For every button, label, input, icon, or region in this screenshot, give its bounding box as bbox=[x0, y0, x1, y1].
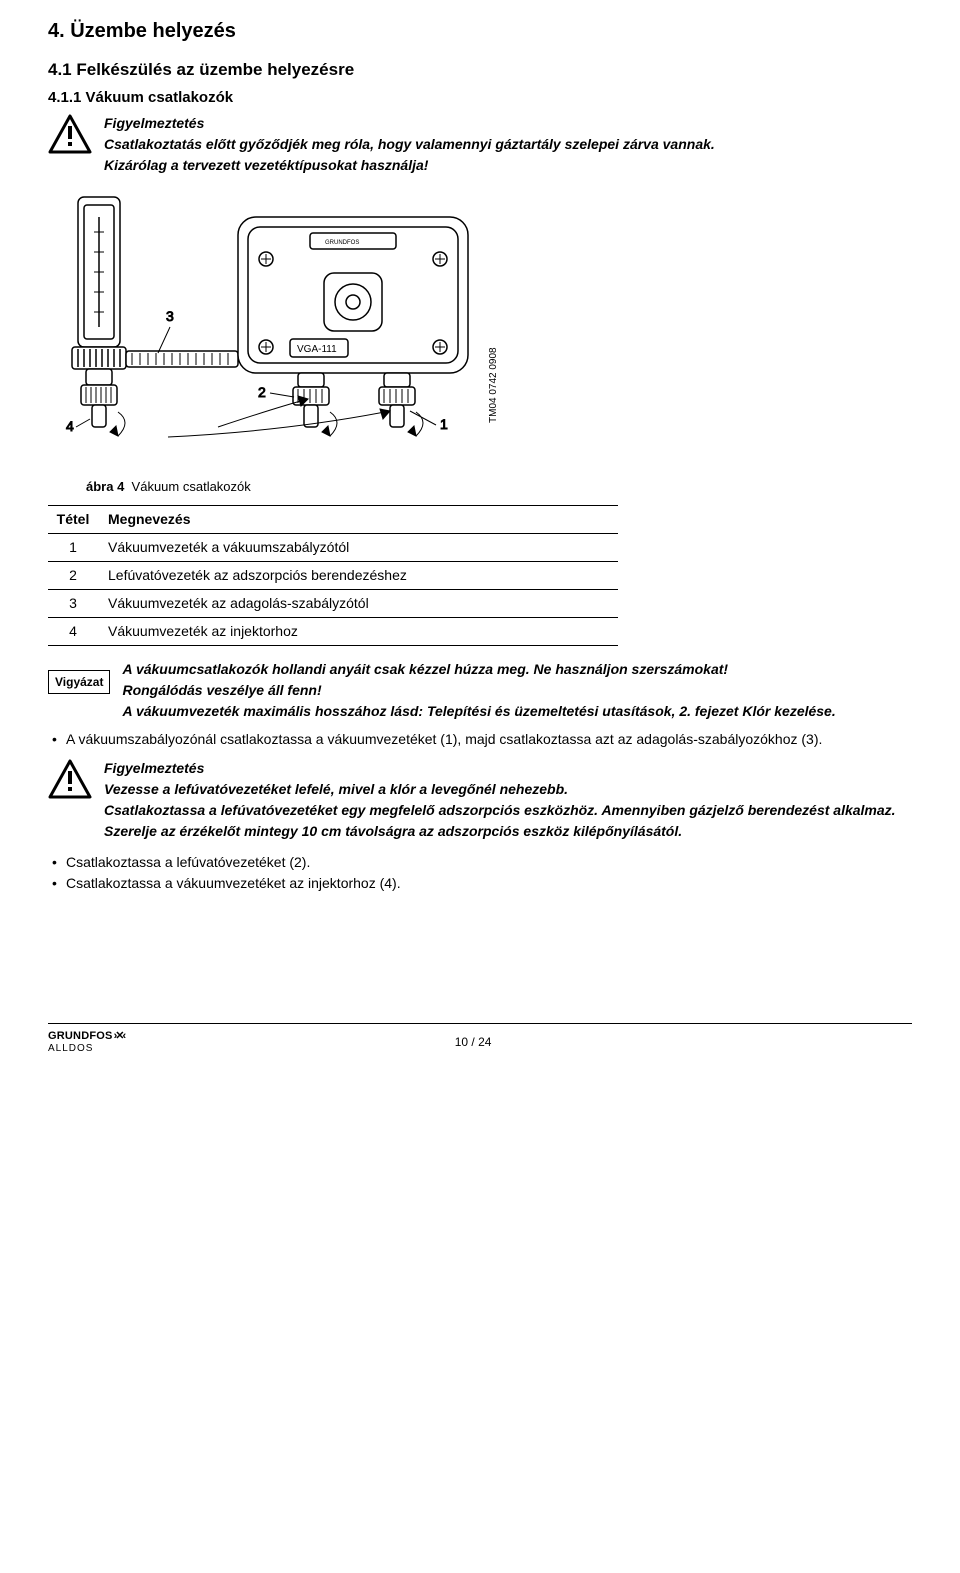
diagram-code: TM04 0742 0908 bbox=[488, 347, 499, 423]
bullet-list: Csatlakoztassa a lefúvatóvezetéket (2). … bbox=[48, 853, 912, 893]
bullet-list: A vákuumszabályozónál csatlakoztassa a v… bbox=[48, 730, 912, 749]
page-number: 10 / 24 bbox=[455, 1034, 492, 1050]
table-row: 3Vákuumvezeték az adagolás-szabályzótól bbox=[48, 589, 618, 617]
warning-icon bbox=[48, 114, 92, 154]
device-label: VGA-111 bbox=[297, 344, 337, 355]
caution-line: Rongálódás veszélye áll fenn! bbox=[122, 681, 835, 700]
caption-text: Vákuum csatlakozók bbox=[132, 479, 251, 494]
svg-text:GRUNDFOS: GRUNDFOS bbox=[325, 240, 359, 246]
caution-label: Vigyázat bbox=[48, 670, 110, 694]
diagram-figure: 3 4 2 1 VGA-111 GRUNDFOS bbox=[48, 187, 912, 472]
warning-title: Figyelmeztetés bbox=[104, 759, 896, 778]
separator bbox=[48, 1023, 912, 1024]
caution-block: Vigyázat A vákuumcsatlakozók hollandi an… bbox=[48, 660, 912, 723]
footer-logo: GRUNDFOS ›✕‹ ALLDOS bbox=[48, 1030, 124, 1054]
brand-name: GRUNDFOS bbox=[48, 1030, 113, 1042]
cell: Vákuumvezeték az injektorhoz bbox=[104, 617, 618, 645]
warning-icon bbox=[48, 759, 92, 799]
cell: 1 bbox=[48, 534, 104, 562]
parts-table: Tétel Megnevezés 1Vákuumvezeték a vákuum… bbox=[48, 505, 618, 645]
caution-line: A vákuumvezeték maximális hosszához lásd… bbox=[122, 702, 835, 721]
callout-3: 3 bbox=[166, 308, 174, 324]
cell: 4 bbox=[48, 617, 104, 645]
table-row: 2Lefúvatóvezeték az adszorpciós berendez… bbox=[48, 562, 618, 590]
table-head: Megnevezés bbox=[104, 506, 618, 534]
table-row: 4Vákuumvezeték az injektorhoz bbox=[48, 617, 618, 645]
warning-line: Csatlakoztassa a lefúvatóvezetéket egy m… bbox=[104, 801, 896, 820]
caption-prefix: ábra 4 bbox=[86, 479, 124, 494]
brand-sub: ALLDOS bbox=[48, 1043, 93, 1054]
cell: 2 bbox=[48, 562, 104, 590]
heading-section: 4. Üzembe helyezés bbox=[48, 18, 912, 45]
warning-line: Kizárólag a tervezett vezetéktípusokat h… bbox=[104, 156, 715, 175]
figure-caption: ábra 4 Vákuum csatlakozók bbox=[86, 478, 912, 496]
table-head: Tétel bbox=[48, 506, 104, 534]
table-row: 1Vákuumvezeték a vákuumszabályzótól bbox=[48, 534, 618, 562]
warning-line: Vezesse a lefúvatóvezetéket lefelé, mive… bbox=[104, 780, 896, 799]
cell: 3 bbox=[48, 589, 104, 617]
warning-title: Figyelmeztetés bbox=[104, 114, 715, 133]
vacuum-diagram: 3 4 2 1 VGA-111 GRUNDFOS bbox=[48, 187, 608, 467]
brand-mark-icon: ›✕‹ bbox=[113, 1030, 125, 1042]
warning-block-1: Figyelmeztetés Csatlakoztatás előtt győz… bbox=[48, 114, 912, 177]
cell: Vákuumvezeték az adagolás-szabályzótól bbox=[104, 589, 618, 617]
list-item: Csatlakoztassa a lefúvatóvezetéket (2). bbox=[52, 853, 912, 872]
callout-4: 4 bbox=[66, 418, 74, 434]
cell: Vákuumvezeték a vákuumszabályzótól bbox=[104, 534, 618, 562]
warning-line: Szerelje az érzékelőt mintegy 10 cm távo… bbox=[104, 822, 896, 841]
heading-subsection: 4.1 Felkészülés az üzembe helyezésre bbox=[48, 59, 912, 82]
callout-1: 1 bbox=[440, 416, 448, 432]
cell: Lefúvatóvezeték az adszorpciós berendezé… bbox=[104, 562, 618, 590]
warning-line: Csatlakoztatás előtt győződjék meg róla,… bbox=[104, 135, 715, 154]
callout-2: 2 bbox=[258, 384, 266, 400]
list-item: Csatlakoztassa a vákuumvezetéket az inje… bbox=[52, 874, 912, 893]
warning-block-2: Figyelmeztetés Vezesse a lefúvatóvezeték… bbox=[48, 759, 912, 843]
list-item: A vákuumszabályozónál csatlakoztassa a v… bbox=[52, 730, 912, 749]
heading-subsub: 4.1.1 Vákuum csatlakozók bbox=[48, 88, 912, 108]
caution-line: A vákuumcsatlakozók hollandi anyáit csak… bbox=[122, 660, 835, 679]
